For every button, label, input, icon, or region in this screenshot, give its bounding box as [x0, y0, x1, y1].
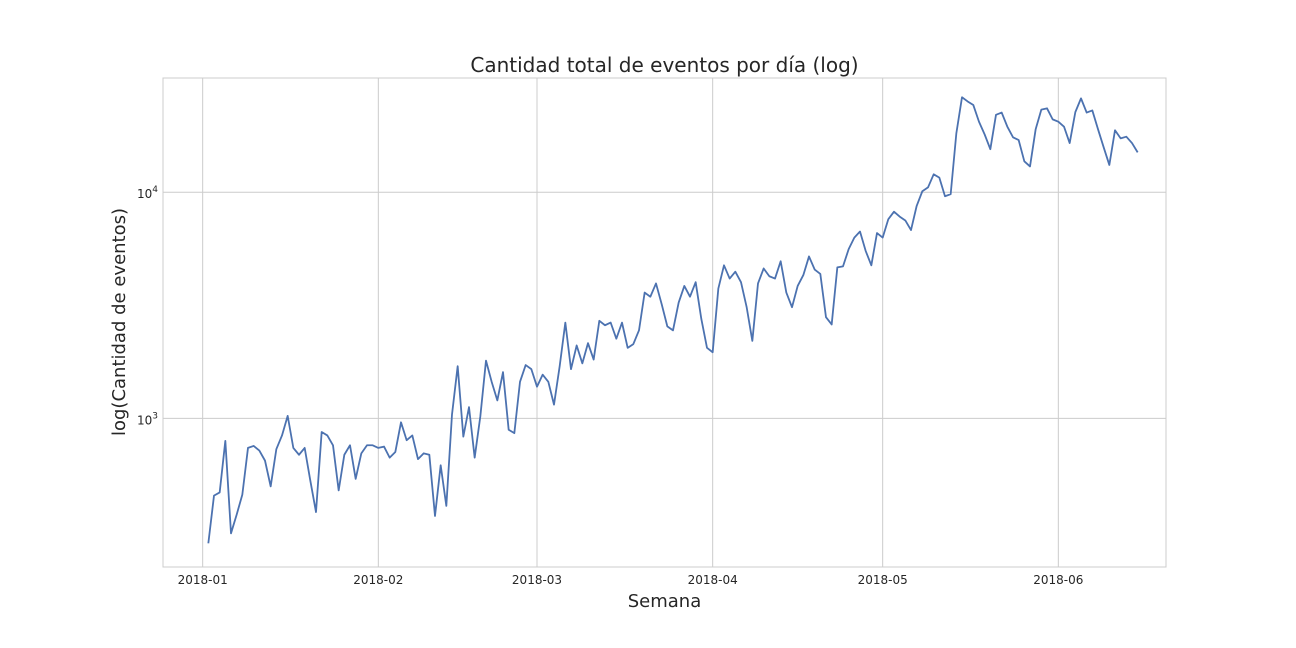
y-tick-label: 103	[137, 411, 158, 427]
y-axis-label: log(Cantidad de eventos)	[109, 208, 130, 436]
y-tick-base: 10	[137, 187, 152, 201]
x-tick-labels: 2018-01 2018-02 2018-03 2018-04 2018-05 2018-…	[178, 573, 1084, 587]
x-tick-label: 2018-03	[512, 573, 562, 587]
y-tick-exponent: 3	[152, 411, 158, 421]
x-axis-label: Semana	[628, 591, 702, 612]
y-tick-exponent: 4	[152, 185, 158, 195]
x-tick-label: 2018-06	[1033, 573, 1083, 587]
plot-frame	[162, 77, 1167, 568]
grid	[163, 78, 1166, 567]
y-tick-label: 104	[137, 185, 158, 201]
series-line	[207, 96, 1139, 544]
chart-title: Cantidad total de eventos por día (log)	[470, 53, 858, 77]
series	[207, 96, 1139, 544]
x-tick-label: 2018-01	[178, 573, 228, 587]
x-tick-label: 2018-04	[688, 573, 738, 587]
x-tick-label: 2018-05	[858, 573, 908, 587]
x-tick-label: 2018-02	[353, 573, 403, 587]
y-tick-base: 10	[137, 413, 152, 427]
